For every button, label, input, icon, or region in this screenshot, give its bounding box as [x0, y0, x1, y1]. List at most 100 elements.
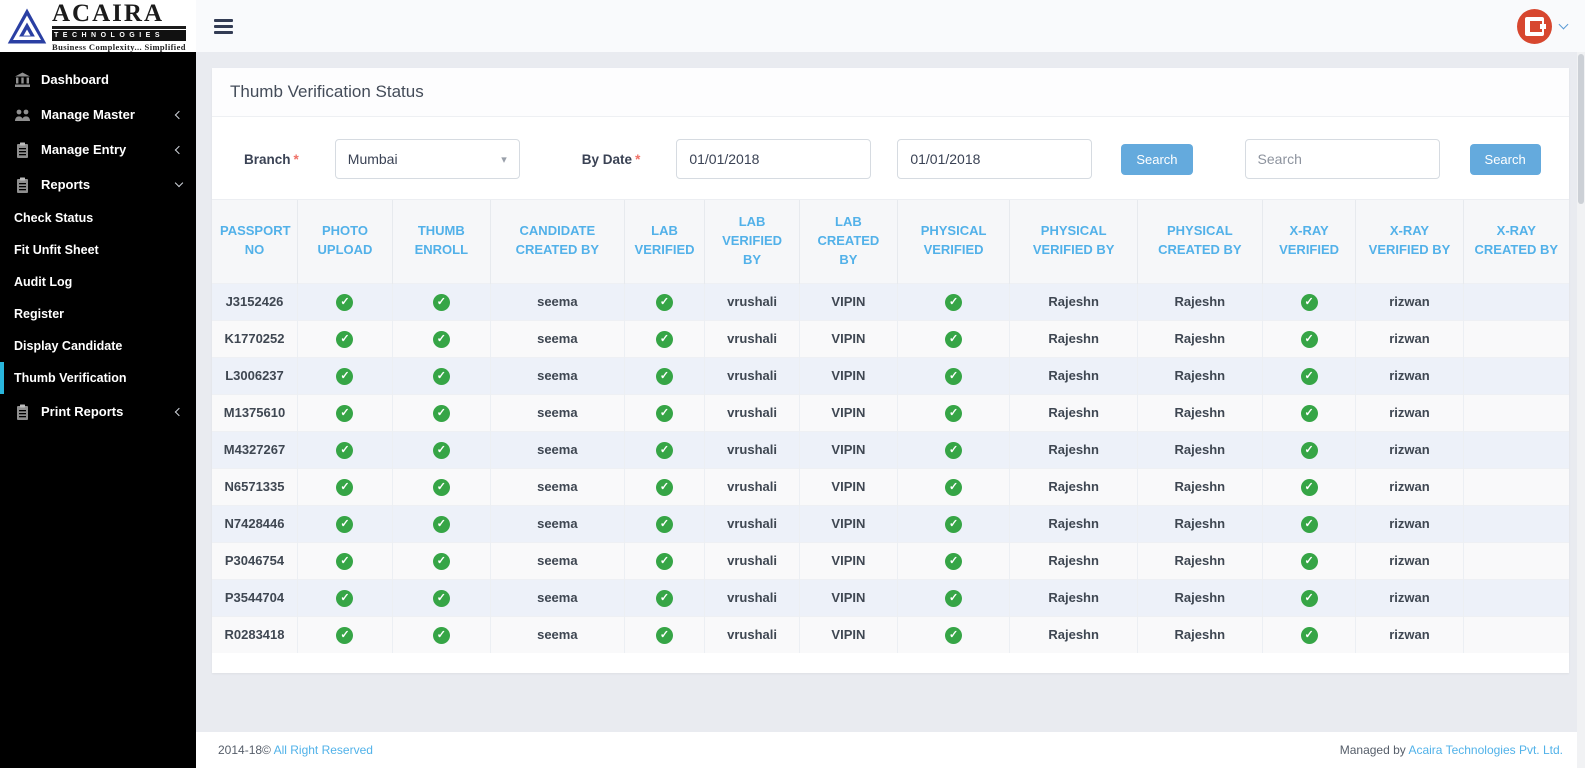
clipboard-icon	[14, 177, 31, 193]
sidebar-item-fit-unfit-sheet[interactable]: Fit Unfit Sheet	[0, 234, 196, 266]
cell-lab_created_by: VIPIN	[800, 431, 898, 468]
sidebar-item-label: Thumb Verification	[14, 371, 127, 385]
app-window: ACAIRA TECHNOLOGIES Business Complexity.…	[0, 0, 1585, 768]
table-row: J3152426✓✓seema✓vrushaliVIPIN✓RajeshnRaj…	[212, 283, 1569, 320]
cell-lab_created_by: VIPIN	[800, 468, 898, 505]
column-header-xray_verified: X-RAY VERIFIED	[1262, 200, 1356, 284]
cell-candidate_created_by: seema	[490, 505, 624, 542]
sidebar-item-label: Display Candidate	[14, 339, 122, 353]
cell-physical_verified: ✓	[897, 579, 1010, 616]
cell-physical_verified_by: Rajeshn	[1010, 468, 1138, 505]
sidebar-item-audit-log[interactable]: Audit Log	[0, 266, 196, 298]
cell-physical_verified: ✓	[897, 320, 1010, 357]
verified-check-icon: ✓	[336, 553, 353, 570]
cell-xray_verified: ✓	[1262, 579, 1356, 616]
cell-xray_verified: ✓	[1262, 505, 1356, 542]
users-icon	[14, 107, 31, 123]
brand-text: ACAIRA TECHNOLOGIES Business Complexity.…	[52, 1, 186, 52]
cell-candidate_created_by: seema	[490, 357, 624, 394]
cell-physical_verified: ✓	[897, 283, 1010, 320]
user-avatar[interactable]	[1517, 9, 1552, 44]
table-body: J3152426✓✓seema✓vrushaliVIPIN✓RajeshnRaj…	[212, 283, 1569, 653]
sidebar-item-display-candidate[interactable]: Display Candidate	[0, 330, 196, 362]
cell-xray_verified_by: rizwan	[1356, 283, 1463, 320]
verified-check-icon: ✓	[656, 627, 673, 644]
scrollbar-thumb[interactable]	[1578, 54, 1584, 204]
verified-check-icon: ✓	[336, 516, 353, 533]
cell-xray_created_by	[1463, 616, 1569, 653]
sidebar-item-check-status[interactable]: Check Status	[0, 202, 196, 234]
sidebar-item-label: Reports	[41, 177, 176, 192]
menu-toggle-icon[interactable]	[214, 16, 233, 37]
branch-select[interactable]: Mumbai ▾	[335, 139, 520, 179]
sidebar-item-manage-master[interactable]: Manage Master	[0, 97, 196, 132]
date-to-input[interactable]	[897, 139, 1092, 179]
cell-lab_created_by: VIPIN	[800, 505, 898, 542]
sidebar-item-label: Print Reports	[41, 404, 176, 419]
cell-lab_verified: ✓	[625, 357, 705, 394]
chevron-down-icon[interactable]	[1559, 19, 1569, 29]
verified-check-icon: ✓	[336, 368, 353, 385]
sidebar-item-manage-entry[interactable]: Manage Entry	[0, 132, 196, 167]
cell-lab_verified: ✓	[625, 431, 705, 468]
cell-physical_verified_by: Rajeshn	[1010, 320, 1138, 357]
acaira-triangle-icon	[6, 6, 48, 46]
cell-thumb_enroll: ✓	[392, 357, 490, 394]
sidebar-item-dashboard[interactable]: Dashboard	[0, 62, 196, 97]
cell-lab_created_by: VIPIN	[800, 283, 898, 320]
column-header-lab_verified_by: LAB VERIFIED BY	[705, 200, 800, 284]
clipboard-icon	[14, 142, 31, 158]
acaira-link[interactable]: Acaira Technologies Pvt. Ltd.	[1408, 743, 1563, 757]
sidebar-item-label: Dashboard	[41, 72, 182, 87]
verified-check-icon: ✓	[945, 590, 962, 607]
search-button[interactable]: Search	[1121, 144, 1192, 175]
cell-physical_verified_by: Rajeshn	[1010, 505, 1138, 542]
verified-check-icon: ✓	[433, 442, 450, 459]
brand-tagline: Business Complexity... Simplified	[52, 43, 186, 52]
table-row: P3046754✓✓seema✓vrushaliVIPIN✓RajeshnRaj…	[212, 542, 1569, 579]
cell-lab_verified: ✓	[625, 468, 705, 505]
verified-check-icon: ✓	[656, 368, 673, 385]
table-row: R0283418✓✓seema✓vrushaliVIPIN✓RajeshnRaj…	[212, 616, 1569, 653]
search-input[interactable]	[1245, 139, 1440, 179]
brand-logo[interactable]: ACAIRA TECHNOLOGIES Business Complexity.…	[0, 0, 196, 52]
cell-xray_created_by	[1463, 394, 1569, 431]
sidebar: ACAIRA TECHNOLOGIES Business Complexity.…	[0, 0, 196, 768]
cell-xray_verified_by: rizwan	[1356, 616, 1463, 653]
date-from-input[interactable]	[676, 139, 871, 179]
column-header-lab_created_by: LAB CREATED BY	[800, 200, 898, 284]
copyright-text: 2014-18© All Right Reserved	[218, 743, 373, 757]
verified-check-icon: ✓	[656, 553, 673, 570]
cell-xray_verified: ✓	[1262, 431, 1356, 468]
cell-physical_created_by: Rajeshn	[1137, 468, 1262, 505]
column-header-xray_created_by: X-RAY CREATED BY	[1463, 200, 1569, 284]
verified-check-icon: ✓	[656, 442, 673, 459]
cell-photo_upload: ✓	[297, 357, 392, 394]
sidebar-item-print-reports[interactable]: Print Reports	[0, 394, 196, 429]
cell-candidate_created_by: seema	[490, 616, 624, 653]
sidebar-item-register[interactable]: Register	[0, 298, 196, 330]
verified-check-icon: ✓	[1301, 627, 1318, 644]
cell-photo_upload: ✓	[297, 505, 392, 542]
verified-check-icon: ✓	[1301, 331, 1318, 348]
cell-candidate_created_by: seema	[490, 283, 624, 320]
clipboard-icon	[14, 404, 31, 420]
cell-physical_created_by: Rajeshn	[1137, 394, 1262, 431]
scrollbar-track[interactable]	[1577, 52, 1585, 768]
table-row: L3006237✓✓seema✓vrushaliVIPIN✓RajeshnRaj…	[212, 357, 1569, 394]
sidebar-item-thumb-verification[interactable]: Thumb Verification	[0, 362, 196, 394]
acaira-mark-icon	[1525, 17, 1544, 36]
table-bottom-padding	[212, 653, 1569, 673]
page-title: Thumb Verification Status	[212, 68, 1569, 117]
verified-check-icon: ✓	[945, 627, 962, 644]
search-button-2[interactable]: Search	[1470, 144, 1541, 175]
sidebar-item-label: Manage Master	[41, 107, 176, 122]
cell-thumb_enroll: ✓	[392, 505, 490, 542]
table-header-row: PASSPORT NOPHOTO UPLOADTHUMB ENROLLCANDI…	[212, 200, 1569, 284]
rights-link[interactable]: All Right Reserved	[274, 743, 373, 757]
sidebar-item-reports[interactable]: Reports	[0, 167, 196, 202]
column-header-candidate_created_by: CANDIDATE CREATED BY	[490, 200, 624, 284]
cell-xray_verified_by: rizwan	[1356, 320, 1463, 357]
cell-physical_verified_by: Rajeshn	[1010, 542, 1138, 579]
cell-lab_created_by: VIPIN	[800, 579, 898, 616]
